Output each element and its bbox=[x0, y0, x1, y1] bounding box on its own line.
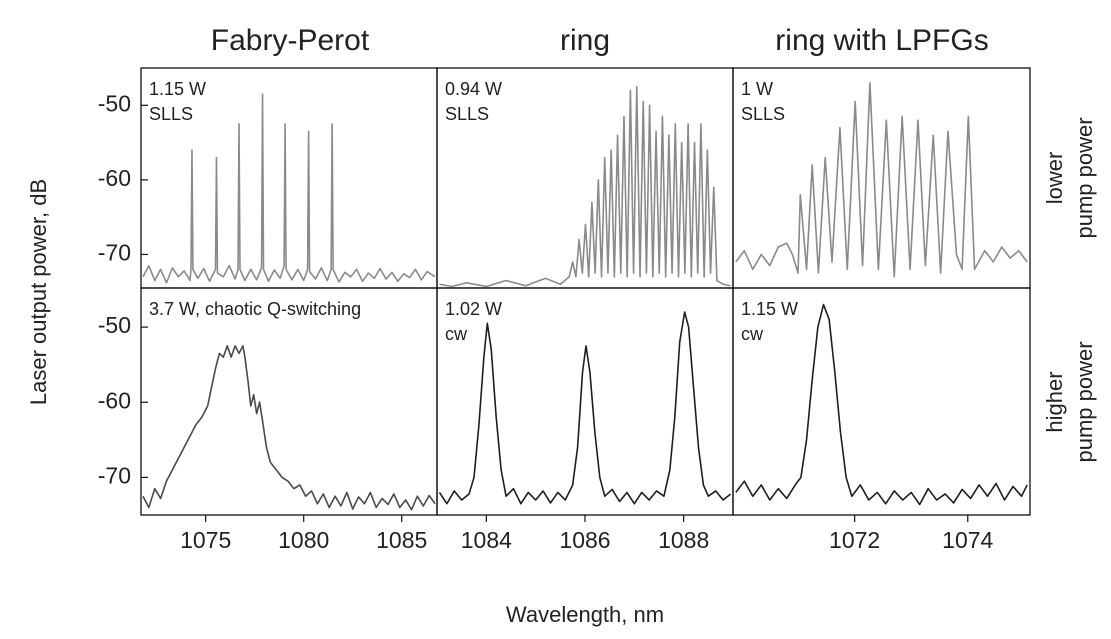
y-tick-label: -60 bbox=[98, 165, 131, 191]
panel-annotation: 1.02 W bbox=[445, 299, 502, 319]
spectrum-line bbox=[142, 93, 436, 284]
spectrum-line bbox=[142, 345, 436, 511]
spectrum-line bbox=[438, 311, 732, 505]
column-title: ring bbox=[560, 24, 610, 57]
y-tick-label: -70 bbox=[98, 240, 131, 266]
x-tick-label: 1074 bbox=[942, 527, 993, 553]
x-axis-label: Wavelength, nm bbox=[506, 602, 664, 627]
column-title: Fabry-Perot bbox=[211, 24, 370, 57]
row-label: pump power bbox=[1072, 341, 1097, 462]
panel-annotation: cw bbox=[445, 324, 468, 344]
y-tick-label: -50 bbox=[98, 90, 131, 116]
x-tick-label: 1075 bbox=[180, 527, 231, 553]
column-title: ring with LPFGs bbox=[775, 24, 988, 57]
y-tick-label: -60 bbox=[98, 387, 131, 413]
x-tick-label: 1072 bbox=[829, 527, 880, 553]
panel-annotation: 1.15 W bbox=[149, 79, 206, 99]
row-label: pump power bbox=[1072, 117, 1097, 238]
x-tick-label: 1088 bbox=[658, 527, 709, 553]
panel-annotation: cw bbox=[741, 324, 764, 344]
panel-annotation: SLLS bbox=[741, 104, 785, 124]
panel-annotation: SLLS bbox=[149, 104, 193, 124]
panel-annotation: 1.15 W bbox=[741, 299, 798, 319]
x-tick-label: 1080 bbox=[278, 527, 329, 553]
row-label: lower bbox=[1042, 152, 1067, 205]
panel-annotation: 3.7 W, chaotic Q-switching bbox=[149, 299, 361, 319]
panel-annotation: 1 W bbox=[741, 79, 773, 99]
y-tick-label: -50 bbox=[98, 312, 131, 338]
panel-annotation: SLLS bbox=[445, 104, 489, 124]
spectrum-line bbox=[735, 303, 1028, 506]
panel-annotation: 0.94 W bbox=[445, 79, 502, 99]
y-tick-label: -70 bbox=[98, 462, 131, 488]
x-tick-label: 1086 bbox=[559, 527, 610, 553]
spectrum-line bbox=[735, 82, 1028, 278]
spectrum-line bbox=[439, 85, 731, 288]
x-tick-label: 1084 bbox=[461, 527, 512, 553]
x-tick-label: 1085 bbox=[376, 527, 427, 553]
y-axis-label: Laser output power, dB bbox=[26, 179, 51, 405]
row-label: higher bbox=[1042, 371, 1067, 432]
panel-frame bbox=[732, 287, 1031, 516]
